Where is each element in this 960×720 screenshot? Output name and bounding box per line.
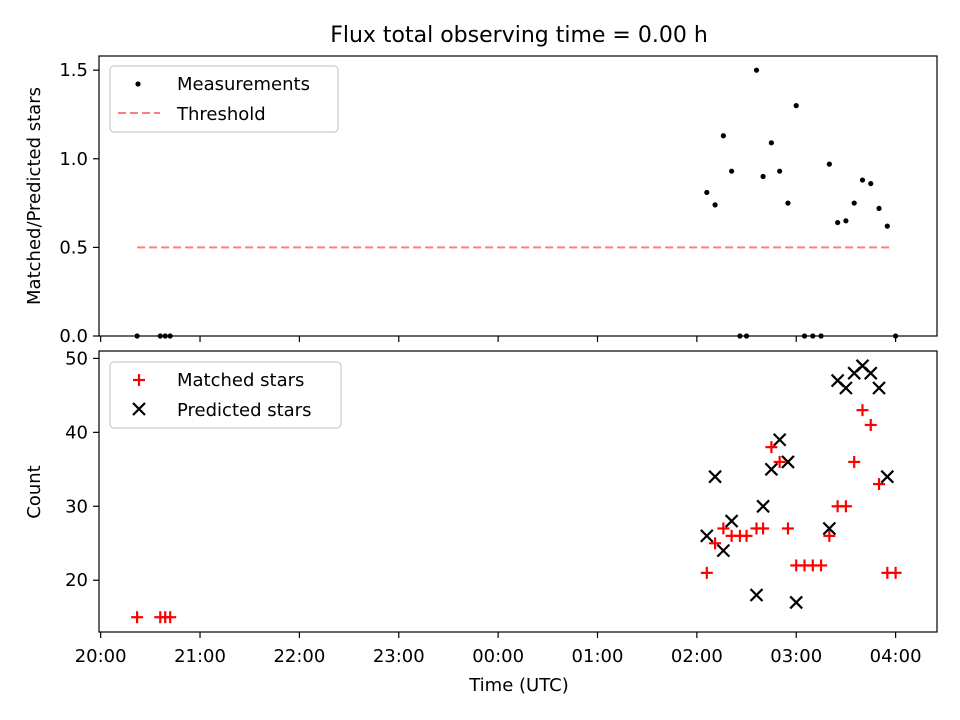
matched-star-point	[781, 522, 794, 535]
predicted-star-point	[700, 529, 714, 543]
predicted-star-point	[764, 462, 779, 477]
legend-predicted-label: Predicted stars	[177, 400, 311, 421]
top-plot-frame	[98, 55, 938, 337]
measurement-point	[884, 223, 890, 229]
matched-star-point	[709, 537, 722, 550]
bottom-x-ticks: 20:00 21:00 22:00 23:00 00:00 01:00 02:00 03:00…	[75, 632, 922, 667]
matched-star-point	[839, 500, 852, 513]
matched-star-point	[700, 566, 713, 579]
measurement-point	[729, 168, 735, 174]
top-y-axis-label: Matched/Predicted stars	[24, 87, 45, 305]
measurement-point	[720, 133, 726, 139]
matched-star-point	[765, 441, 778, 454]
top-y-tick-label: 1.0	[59, 149, 88, 170]
matched-star-point	[717, 522, 730, 535]
predicted-star-point	[822, 521, 837, 536]
measurement-point	[768, 140, 774, 146]
predicted-star-point	[863, 366, 878, 380]
matched-star-point	[889, 566, 902, 579]
x-tick-label: 02:00	[671, 646, 723, 667]
legend-matched-marker	[133, 374, 145, 386]
x-tick-label: 01:00	[572, 646, 624, 667]
top-y-tick-label: 0.5	[59, 237, 88, 258]
legend-predicted-marker	[132, 402, 146, 416]
predicted-star-point	[789, 595, 804, 610]
predicted-star-point	[716, 543, 731, 558]
x-tick-label: 00:00	[472, 646, 524, 667]
predicted-star-point	[839, 381, 853, 395]
predicted-star-point	[708, 469, 722, 484]
measurement-point	[843, 218, 849, 224]
legend-measurements-marker	[135, 81, 141, 87]
top-legend: Measurements Threshold	[109, 65, 339, 133]
matched-star-point	[757, 522, 770, 535]
top-marks	[134, 67, 899, 339]
predicted-star-point	[749, 588, 764, 602]
measurement-point	[704, 189, 710, 196]
bottom-y-ticks: 20 30 40 50	[65, 348, 99, 591]
chart-title: Flux total observing time = 0.00 h	[330, 23, 708, 48]
matched-star-point	[864, 418, 877, 431]
bottom-legend: Matched stars Predicted stars	[109, 361, 342, 429]
measurement-point	[851, 200, 857, 206]
bottom-y-axis-label: Count	[24, 465, 45, 518]
bottom-panel: 20 30 40 50 20:00 21:00 22:00 23:00 00:00 01:00 0…	[24, 348, 938, 696]
predicted-star-point	[880, 469, 895, 484]
predicted-star-point	[756, 499, 770, 514]
matched-star-point	[856, 404, 869, 417]
predicted-star-point	[781, 455, 795, 469]
legend-threshold-label: Threshold	[176, 104, 266, 125]
measurement-point	[868, 180, 874, 187]
matched-star-point	[164, 611, 177, 624]
bottom-marks	[131, 359, 902, 624]
predicted-star-point	[772, 432, 787, 447]
matched-star-point	[823, 529, 836, 542]
top-x-ticks	[100, 336, 897, 342]
bottom-y-tick-label: 20	[65, 570, 88, 591]
x-tick-label: 21:00	[174, 646, 226, 667]
top-y-tick-label: 1.5	[59, 60, 88, 81]
matched-star-point	[131, 611, 144, 624]
measurement-point	[876, 205, 882, 212]
measurement-point	[793, 103, 799, 109]
matched-star-point	[848, 455, 861, 468]
top-y-ticks: 0.0 0.5 1.0 1.5	[59, 60, 99, 347]
matched-star-point	[873, 478, 886, 491]
top-y-tick-label: 0.0	[59, 326, 88, 347]
x-tick-label: 03:00	[770, 646, 822, 667]
predicted-star-point	[724, 514, 739, 528]
bottom-y-tick-label: 50	[65, 348, 88, 369]
matched-star-point	[773, 455, 786, 468]
measurement-point	[777, 168, 783, 174]
measurement-point	[753, 67, 760, 73]
measurement-point	[760, 173, 766, 180]
x-tick-label: 04:00	[870, 646, 922, 667]
x-axis-label: Time (UTC)	[468, 675, 569, 696]
measurement-point	[859, 177, 866, 183]
measurement-point	[712, 202, 718, 208]
legend-matched-label: Matched stars	[177, 370, 304, 391]
predicted-star-point	[872, 381, 886, 395]
legend-measurements-label: Measurements	[177, 74, 310, 95]
measurement-point	[835, 219, 841, 226]
top-legend-box	[109, 65, 339, 133]
bottom-y-tick-label: 30	[65, 496, 88, 517]
matched-star-point	[815, 559, 828, 572]
x-tick-label: 22:00	[273, 646, 325, 667]
measurement-point	[785, 200, 791, 206]
top-panel: 0.0 0.5 1.0 1.5 Matched/Predicted stars Mea…	[24, 55, 938, 347]
x-tick-label: 23:00	[373, 646, 425, 667]
bottom-plot-frame	[98, 350, 938, 633]
bottom-legend-box	[109, 361, 342, 429]
matched-star-point	[740, 529, 753, 542]
bottom-y-tick-label: 40	[65, 422, 88, 443]
measurement-point	[826, 161, 832, 167]
x-tick-label: 20:00	[75, 646, 127, 667]
